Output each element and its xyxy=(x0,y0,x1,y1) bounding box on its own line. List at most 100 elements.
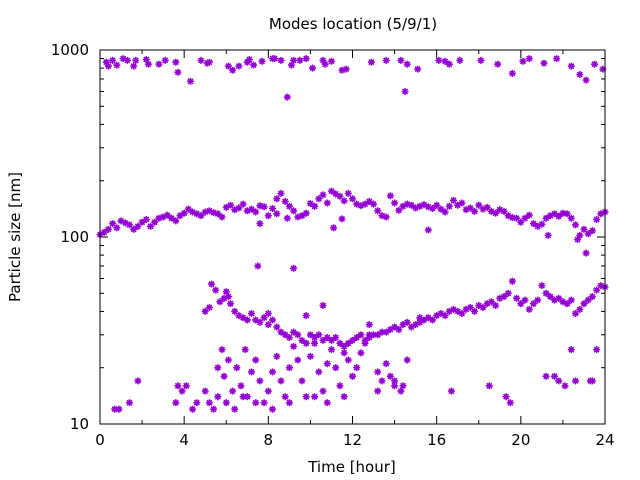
data-point xyxy=(163,211,171,219)
data-point xyxy=(290,56,298,64)
data-point xyxy=(306,200,314,207)
data-point xyxy=(561,382,569,390)
y-tick-label: 1000 xyxy=(51,41,89,59)
data-point xyxy=(576,71,584,78)
data-point xyxy=(123,56,131,64)
data-points xyxy=(96,55,609,413)
data-point xyxy=(544,231,552,239)
data-point xyxy=(176,212,184,220)
data-point xyxy=(485,382,493,390)
y-axis-label: Particle size [nm] xyxy=(6,172,24,302)
data-point xyxy=(212,286,220,294)
data-point xyxy=(521,214,529,222)
data-point xyxy=(182,382,190,390)
data-point xyxy=(340,197,348,205)
data-point xyxy=(401,88,409,95)
data-point xyxy=(555,294,563,302)
data-point xyxy=(144,60,152,68)
data-point xyxy=(502,393,510,401)
data-point xyxy=(132,56,140,64)
data-point xyxy=(269,316,276,324)
data-point xyxy=(525,55,533,63)
data-point xyxy=(471,307,478,315)
data-point xyxy=(290,207,298,215)
data-point xyxy=(593,216,601,223)
data-point xyxy=(281,393,289,401)
data-point xyxy=(277,328,285,336)
data-point xyxy=(437,205,445,213)
x-tick-label: 0 xyxy=(95,431,105,449)
data-point xyxy=(386,192,394,200)
data-point xyxy=(197,56,205,64)
data-point xyxy=(555,212,563,220)
data-point xyxy=(582,249,590,257)
data-point xyxy=(551,210,558,218)
data-point xyxy=(397,56,405,64)
data-point xyxy=(403,60,411,68)
data-point xyxy=(429,316,436,324)
data-point xyxy=(445,202,453,210)
data-point xyxy=(416,314,424,322)
data-point xyxy=(197,212,205,220)
data-point xyxy=(290,342,298,350)
data-point xyxy=(582,76,590,84)
data-point xyxy=(542,372,550,380)
data-point xyxy=(104,62,112,70)
data-point xyxy=(357,331,365,339)
data-point xyxy=(365,331,373,339)
data-point xyxy=(567,214,575,222)
data-point xyxy=(138,218,146,226)
x-tick-label: 12 xyxy=(343,431,362,449)
data-point xyxy=(214,364,222,372)
data-point xyxy=(328,187,335,195)
data-point xyxy=(178,387,186,395)
data-point xyxy=(567,62,575,70)
data-point xyxy=(252,208,260,216)
data-point xyxy=(321,60,329,68)
data-point xyxy=(248,368,255,376)
data-point xyxy=(319,387,327,395)
data-point xyxy=(306,352,314,360)
data-point xyxy=(593,286,601,294)
data-point xyxy=(172,399,180,407)
data-point xyxy=(252,356,260,364)
data-point xyxy=(391,199,399,207)
data-point xyxy=(142,216,150,223)
data-point xyxy=(340,393,348,401)
data-point xyxy=(567,346,575,354)
data-point xyxy=(147,222,154,230)
data-point xyxy=(256,318,264,326)
data-point xyxy=(245,56,253,63)
data-point xyxy=(323,199,331,207)
data-point xyxy=(433,312,441,320)
data-point xyxy=(450,196,457,204)
data-point xyxy=(517,218,525,226)
x-tick-label: 4 xyxy=(179,431,189,449)
data-point xyxy=(328,346,335,354)
data-point xyxy=(298,377,306,385)
data-point xyxy=(382,360,390,368)
data-point xyxy=(344,189,352,197)
data-point xyxy=(113,224,121,232)
data-point xyxy=(382,56,390,64)
data-point xyxy=(506,399,514,407)
data-point xyxy=(201,307,209,315)
axis-ticks: 0 4 8 12 16 20 24 10 100 1000 xyxy=(51,41,615,449)
data-point xyxy=(224,356,232,364)
x-tick-label: 20 xyxy=(511,431,530,449)
data-point xyxy=(374,368,382,376)
chart-title: Modes location (5/9/1) xyxy=(269,15,437,33)
data-point xyxy=(229,387,237,395)
data-point xyxy=(500,293,508,301)
data-point xyxy=(395,326,403,333)
data-point xyxy=(576,305,584,313)
data-point xyxy=(269,405,276,413)
data-point xyxy=(290,264,298,272)
x-tick-label: 16 xyxy=(427,431,446,449)
data-point xyxy=(353,334,361,341)
data-point xyxy=(328,57,335,65)
data-point xyxy=(399,382,407,390)
data-point xyxy=(336,192,344,200)
data-point xyxy=(256,377,264,385)
